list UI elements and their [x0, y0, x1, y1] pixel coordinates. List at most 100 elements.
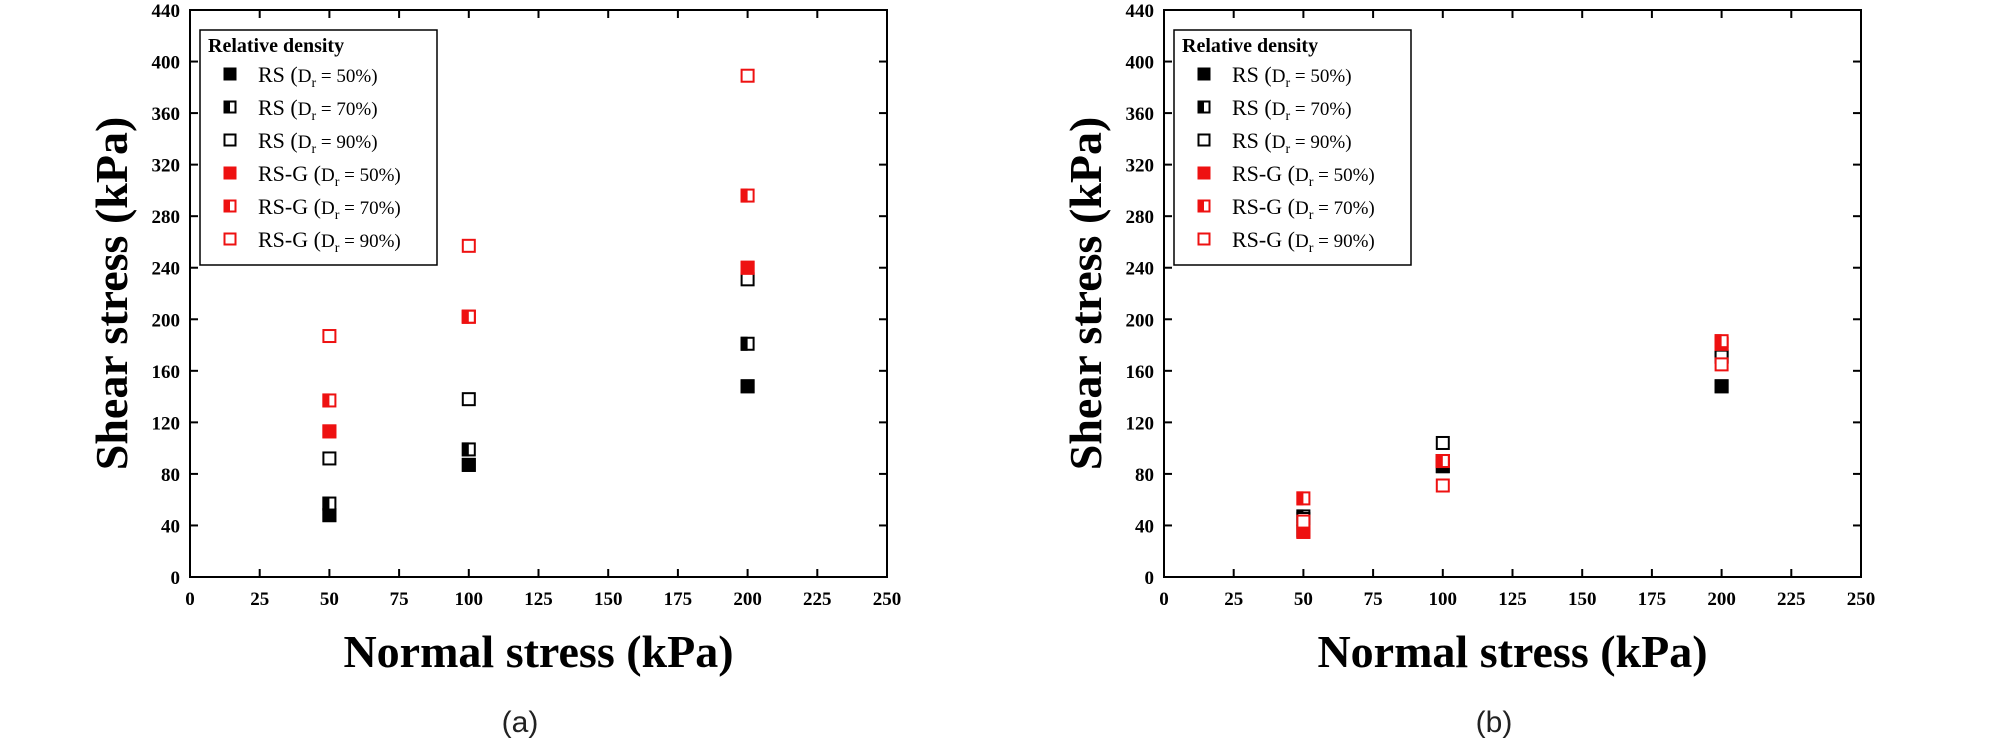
- legend-entry-label: RS-G (Dr = 50%): [1232, 161, 1375, 190]
- legend-entry-label-name: RS (: [258, 62, 298, 87]
- marker-fill: [322, 424, 337, 439]
- legend-entry-label-d: D: [1295, 165, 1309, 186]
- legend-entry-label-sub: r: [1309, 241, 1314, 256]
- x-tick-label-a: 200: [733, 589, 762, 610]
- panel-label-b: (b): [1475, 706, 1513, 739]
- legend-entry-label: RS-G (Dr = 70%): [258, 194, 401, 223]
- y-tick-label-b: 440: [1126, 1, 1155, 22]
- data-point-a: [461, 309, 476, 324]
- x-tick-label-b: 75: [1364, 589, 1383, 610]
- legend-entry-label-d: D: [298, 66, 312, 87]
- y-tick-label-b: 0: [1145, 568, 1155, 589]
- x-tick-label-b: 175: [1638, 589, 1667, 610]
- legend-entry-label-name: RS (: [258, 128, 298, 153]
- x-axis-label-b: Normal stress (kPa): [1317, 626, 1707, 677]
- x-tick-label-a: 100: [455, 589, 484, 610]
- legend-entry-label-sub: r: [1285, 109, 1290, 124]
- legend-entry-label-rest: = 90%): [1313, 231, 1374, 252]
- marker-fill: [223, 166, 237, 180]
- legend-entry-label: RS (Dr = 70%): [1232, 95, 1352, 124]
- data-point-a: [461, 442, 476, 457]
- y-tick-label-a: 120: [152, 413, 181, 434]
- y-tick-label-b: 120: [1126, 413, 1155, 434]
- legend-entry-label-d: D: [321, 231, 335, 252]
- data-point-a: [740, 260, 755, 275]
- data-point-b: [1435, 454, 1450, 469]
- y-axis-label-a: Shear stress (kPa): [86, 117, 137, 471]
- marker-outline: [1435, 478, 1450, 493]
- data-point-a: [322, 496, 337, 511]
- legend-entry-label-rest: = 70%): [339, 198, 400, 219]
- data-point-b: [1435, 435, 1450, 450]
- chart-panel-b: 0 25 50 75 100 125 150 175 200 225 250 0 40 80 120 160 2…: [1014, 0, 1974, 745]
- legend-entry-label-name: RS (: [258, 95, 298, 120]
- x-tick-label-a: 0: [185, 589, 195, 610]
- data-point-a: [740, 68, 755, 83]
- legend-entry-label-name: RS (: [1232, 128, 1272, 153]
- marker-half-fill: [1714, 334, 1722, 349]
- y-tick-label-b: 280: [1126, 207, 1155, 228]
- legend-title: Relative density: [1182, 35, 1318, 57]
- legend-entry-label-sub: r: [335, 208, 340, 223]
- chart-panel-a: 0 25 50 75 100 125 150 175 200 225 250 0 40 80 120 160 2…: [40, 0, 1000, 745]
- legend-marker: [1197, 100, 1211, 114]
- marker-outline: [223, 133, 237, 147]
- legend-marker: [1197, 166, 1211, 180]
- marker-outline: [322, 329, 337, 344]
- legend-marker: [1197, 232, 1211, 246]
- x-tick-label-a: 225: [803, 589, 832, 610]
- marker-half-fill: [1197, 199, 1204, 213]
- y-tick-label-a: 0: [171, 568, 181, 589]
- y-tick-label-a: 160: [152, 362, 181, 383]
- legend-entry-label-d: D: [1272, 99, 1286, 120]
- legend-entry-label-rest: = 90%): [339, 231, 400, 252]
- marker-fill: [1197, 166, 1211, 180]
- x-tick-label-b: 150: [1568, 589, 1597, 610]
- legend-entry-label: RS (Dr = 70%): [258, 95, 378, 124]
- legend-entry-label-sub: r: [335, 241, 340, 256]
- data-point-a: [322, 508, 337, 523]
- y-tick-label-a: 40: [161, 516, 180, 537]
- legend-marker: [1197, 67, 1211, 81]
- legend-entry-label: RS-G (Dr = 90%): [258, 227, 401, 256]
- legend-entry-label-d: D: [321, 198, 335, 219]
- data-point-a: [740, 188, 755, 203]
- data-point-a: [322, 393, 337, 408]
- marker-half-fill: [223, 199, 230, 213]
- legend-entry-label-sub: r: [1309, 208, 1314, 223]
- legend-entry-label-name: RS-G (: [1232, 161, 1295, 186]
- legend-entry-label-d: D: [321, 165, 335, 186]
- data-point-a: [322, 329, 337, 344]
- marker-outline: [1197, 133, 1211, 147]
- x-tick-label-b: 50: [1294, 589, 1313, 610]
- x-tick-label-a: 175: [664, 589, 693, 610]
- marker-outline: [461, 238, 476, 253]
- x-tick-label-b: 0: [1159, 589, 1169, 610]
- marker-fill: [1714, 379, 1729, 394]
- marker-half-fill: [740, 336, 748, 351]
- marker-outline: [1296, 514, 1311, 529]
- y-tick-label-a: 400: [152, 53, 181, 74]
- data-point-a: [461, 457, 476, 472]
- marker-half-fill: [461, 309, 469, 324]
- y-tick-label-a: 320: [152, 156, 181, 177]
- legend-marker: [1197, 199, 1211, 213]
- legend-entry-label-rest: = 70%): [1313, 198, 1374, 219]
- legend-entry-label-rest: = 70%): [1290, 99, 1351, 120]
- legend-entry-label: RS (Dr = 50%): [258, 62, 378, 91]
- y-tick-label-a: 200: [152, 310, 181, 331]
- data-point-a: [740, 272, 755, 287]
- marker-half-fill: [1197, 100, 1204, 114]
- legend-title: Relative density: [208, 35, 344, 57]
- y-tick-label-b: 320: [1126, 156, 1155, 177]
- chart-b-svg: 0 25 50 75 100 125 150 175 200 225 250 0 40 80 120 160 2…: [1060, 1, 1875, 677]
- y-tick-label-a: 280: [152, 207, 181, 228]
- y-tick-label-b: 360: [1126, 104, 1155, 125]
- legend-entry-label: RS-G (Dr = 70%): [1232, 194, 1375, 223]
- marker-outline: [223, 232, 237, 246]
- data-point-b: [1296, 491, 1311, 506]
- data-point-a: [740, 379, 755, 394]
- legend-marker: [223, 133, 237, 147]
- chart-a-svg: 0 25 50 75 100 125 150 175 200 225 250 0 40 80 120 160 2…: [86, 1, 901, 677]
- legend-marker: [223, 100, 237, 114]
